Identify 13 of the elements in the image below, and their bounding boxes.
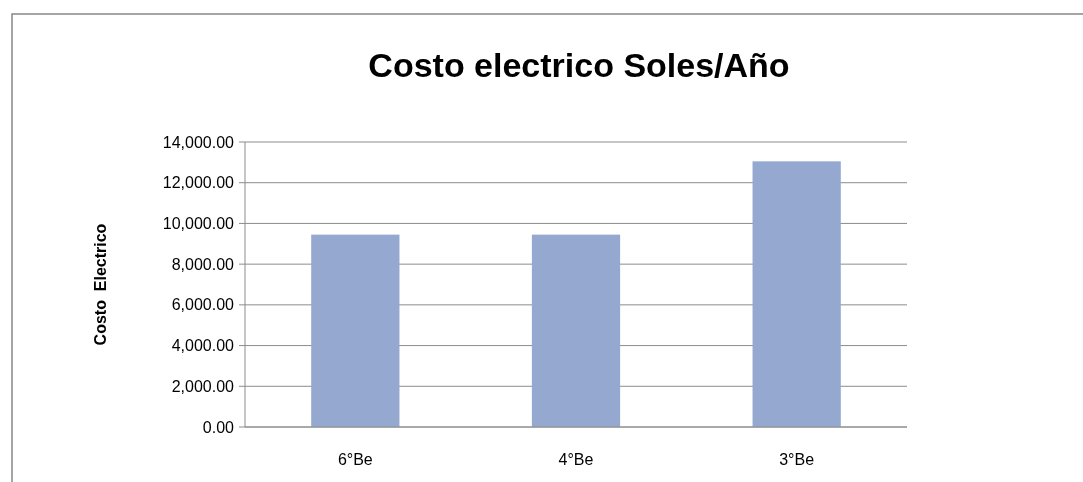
x-tick-label: 4°Be bbox=[558, 451, 594, 468]
x-tick-label: 6°Be bbox=[337, 451, 373, 468]
chart-title: Costo electrico Soles/Año bbox=[368, 46, 790, 84]
y-tick-label: 0.00 bbox=[202, 418, 235, 436]
y-tick-label: 12,000.00 bbox=[162, 174, 235, 192]
y-axis-title: Costo Electrico bbox=[92, 223, 109, 346]
y-tick-label: 2,000.00 bbox=[171, 377, 235, 395]
y-tick-label: 14,000.00 bbox=[162, 133, 235, 151]
y-tick-label: 6,000.00 bbox=[171, 296, 235, 314]
y-tick-label: 4,000.00 bbox=[171, 337, 235, 355]
x-tick-label: 3°Be bbox=[779, 451, 815, 468]
y-tick-label: 8,000.00 bbox=[171, 255, 235, 273]
y-tick-label: 10,000.00 bbox=[162, 215, 235, 233]
